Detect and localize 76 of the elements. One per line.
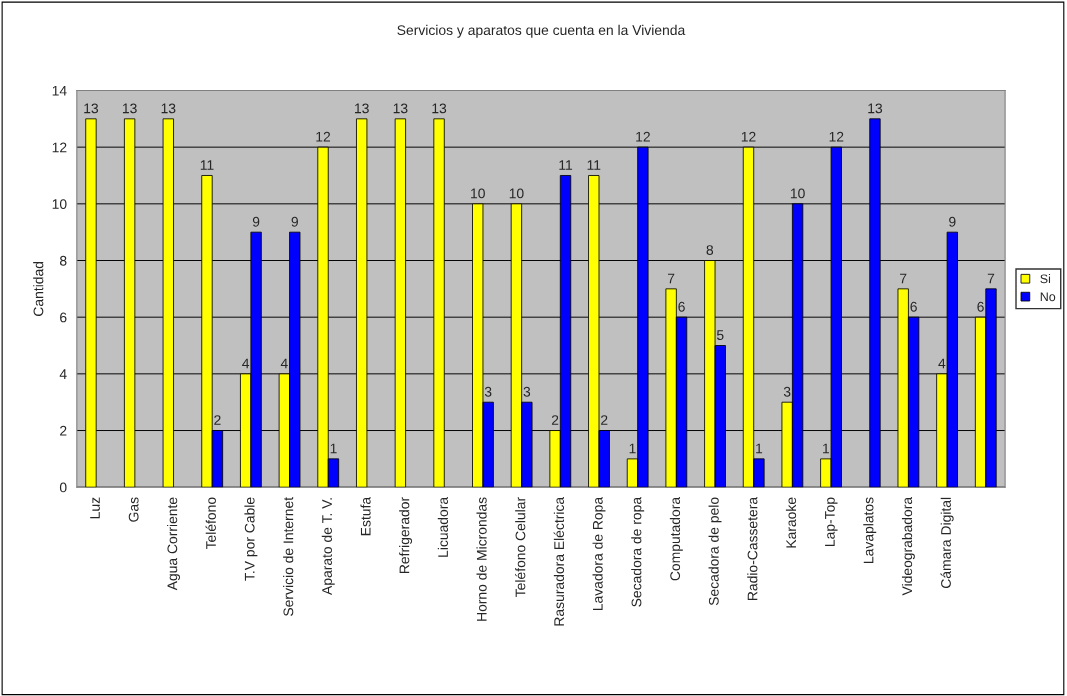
x-tick-label: Lavadora de Ropa <box>592 496 606 611</box>
data-label: 13 <box>122 103 137 114</box>
x-tick-label: Rasuradora Eléctrica <box>553 496 565 626</box>
x-tick-label: Teléfono <box>205 497 216 550</box>
data-label: 13 <box>355 103 369 114</box>
data-label: 4 <box>938 358 946 369</box>
legend-label: No <box>1040 292 1056 302</box>
x-tick-label: Agua Corriente <box>167 497 180 591</box>
x-tick-label: Computadora <box>669 496 683 581</box>
x-tick-label: Teléfono Celular <box>514 497 526 597</box>
x-tick-label: Luz <box>90 497 100 519</box>
data-label: 8 <box>706 245 714 255</box>
data-label: 13 <box>84 103 99 114</box>
data-label: 4 <box>242 358 250 369</box>
y-tick-label: 12 <box>52 142 67 153</box>
x-tick-label: Refrigerador <box>399 497 413 573</box>
y-tick-label: 10 <box>52 199 67 209</box>
data-label: 10 <box>509 188 524 199</box>
x-tick-label: Aparato de T. V. <box>321 498 335 595</box>
data-label: 13 <box>393 103 408 114</box>
data-label: 6 <box>678 301 685 312</box>
data-label: 3 <box>523 386 531 397</box>
x-tick-label: Karaoke <box>785 497 797 548</box>
data-label: 3 <box>484 386 492 397</box>
x-tick-label: Videograbadora <box>901 496 915 596</box>
legend-label: Si <box>1040 274 1051 284</box>
data-label: 10 <box>471 188 485 199</box>
y-tick-label: 0 <box>59 482 67 493</box>
data-label: 7 <box>667 273 675 284</box>
data-label: 4 <box>280 358 288 369</box>
x-tick-label: Radio-Cassetera <box>747 496 758 600</box>
x-tick-label: Estufa <box>360 496 371 536</box>
y-tick-label: 8 <box>59 255 67 266</box>
x-tick-label: Licuadora <box>437 496 448 557</box>
data-label: 12 <box>636 131 650 142</box>
data-label: 12 <box>316 131 331 142</box>
x-tick-label: Secadora de pelo <box>708 497 722 606</box>
data-label: 10 <box>790 188 805 199</box>
x-tick-label: Servicio de Internet <box>283 497 294 616</box>
data-label: 1 <box>629 443 636 454</box>
data-label: 13 <box>161 103 176 114</box>
x-tick-label: T.V por Cable <box>244 497 258 581</box>
data-label: 7 <box>987 273 995 284</box>
data-label: 7 <box>900 273 907 284</box>
y-tick-label: 14 <box>52 85 67 96</box>
x-tick-label: Lavaplatos <box>863 497 877 563</box>
data-label: 11 <box>559 160 573 170</box>
data-label: 1 <box>823 443 830 454</box>
data-label: 11 <box>587 160 601 170</box>
x-tick-label: Cámara Digital <box>940 497 954 589</box>
y-tick-label: 6 <box>60 312 67 323</box>
x-tick-label: Gas <box>128 497 139 522</box>
data-label: 12 <box>829 131 844 142</box>
x-tick-label: Horno de Microndas <box>476 497 487 621</box>
data-label: 2 <box>601 415 608 425</box>
data-label: 13 <box>432 103 447 114</box>
data-label: 9 <box>252 216 260 227</box>
x-tick-label: Secadora de ropa <box>631 496 645 607</box>
data-label: 1 <box>756 443 763 454</box>
data-label: 9 <box>949 216 956 227</box>
y-tick-label: 4 <box>59 369 67 379</box>
data-label: 12 <box>741 131 756 142</box>
data-label: 9 <box>291 216 298 227</box>
data-label: 6 <box>910 301 917 312</box>
data-label: 5 <box>716 330 724 340</box>
data-label: 3 <box>783 386 791 397</box>
y-tick-label: 2 <box>60 425 67 436</box>
data-label: 1 <box>330 443 337 454</box>
data-label: 2 <box>551 415 559 425</box>
data-label: 13 <box>868 103 883 114</box>
data-label: 2 <box>214 415 221 425</box>
data-label: 6 <box>977 301 984 312</box>
y-axis-title: Cantidad <box>33 261 44 316</box>
x-tick-label: Lap-Top <box>825 497 838 546</box>
chart-title: Servicios y aparatos que cuenta en la Vivienda <box>397 24 686 38</box>
data-label: 11 <box>200 160 214 170</box>
